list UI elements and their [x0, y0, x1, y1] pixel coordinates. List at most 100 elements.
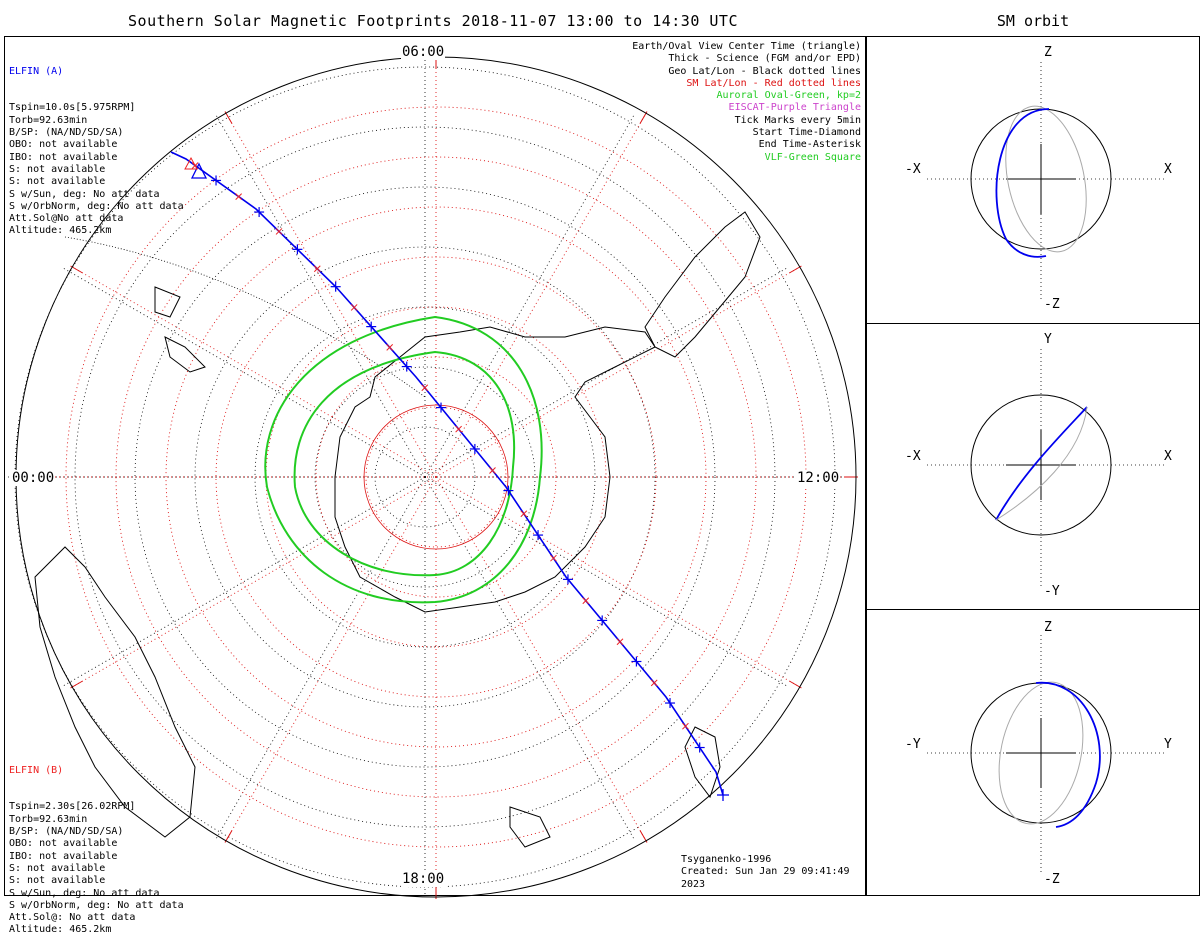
created-timestamp: Created: Sun Jan 29 09:41:49 2023: [681, 866, 850, 890]
orbit-panel-xy: Y -Y -X X: [866, 323, 1200, 610]
earth-circle: [970, 394, 1112, 536]
geo-lon-line: [424, 476, 789, 688]
elfin-a-name: ELFIN (A): [9, 65, 64, 77]
orbit-path-grey: [1005, 105, 1087, 253]
elfin-b-lines: Tspin=2.30s[26.02RPM] Torb=92.63min B/SP: …: [9, 801, 184, 935]
elfin-b-info-line: OBO: not available: [9, 838, 118, 850]
elfin-a-footprint-track: [170, 151, 724, 796]
geo-lon-line: [214, 113, 426, 478]
legend-entry: Tick Marks every 5min: [734, 114, 861, 126]
legend-entry: Start Time-Diamond: [752, 127, 861, 139]
geo-lat-circle: [134, 186, 716, 768]
auroral-oval-outer: [264, 315, 543, 604]
elfin-a-info-line: S: not available: [9, 176, 106, 188]
elfin-a-info-line: S w/Sun, deg: No att data: [9, 188, 160, 200]
orbit-title: SM orbit: [996, 12, 1070, 30]
elfin-a-info-line: Altitude: 465.2km: [9, 225, 112, 237]
elfin-b-tick-mark: [313, 265, 321, 273]
elfin-b-tick-mark: [582, 597, 590, 605]
elfin-a-info: ELFIN (A) Tspin=10.0s[5.975RPM] Torb=92.6…: [9, 41, 184, 237]
model-name: Tsyganenko-1996: [681, 854, 772, 866]
elfin-b-tick-mark: [350, 304, 358, 311]
geo-lat-circle: [74, 126, 776, 828]
clock-label-top: 06:00: [401, 44, 446, 60]
orbit-panel-yz: Z -Z -Y Y: [866, 609, 1200, 896]
legend-entry: End Time-Asterisk: [758, 139, 861, 151]
elfin-b-info-line: IBO: not available: [9, 850, 118, 862]
sm-pole-circle: [363, 404, 509, 550]
elfin-b-tick-mark: [235, 193, 243, 200]
elfin-b-start-triangle: [184, 156, 198, 170]
axis-label-right: X: [1164, 162, 1172, 177]
elfin-b-tick-mark: [386, 344, 394, 351]
orbit-yz-plot: [927, 635, 1167, 872]
island-outline: [154, 286, 181, 318]
island-outline: [164, 336, 206, 373]
elfin-a-info-line: Torb=92.63min: [9, 114, 88, 126]
sm-lon-line: [435, 476, 647, 841]
sm-lat-circle: [365, 406, 507, 548]
elfin-a-info-line: IBO: not available: [9, 151, 118, 163]
elfin-a-info-line: OBO: not available: [9, 139, 118, 151]
legend-entry: VLF-Green Square: [764, 151, 861, 163]
axis-label-right: X: [1164, 449, 1172, 464]
elfin-b-info-line: Torb=92.63min: [9, 813, 88, 825]
sm-lat-circle: [165, 206, 707, 748]
orbit-path-grey: [995, 406, 1088, 521]
orbit-path-elfin-a: [1035, 681, 1101, 828]
orbit-path-elfin-a: [995, 406, 1088, 521]
elfin-b-tick-mark: [275, 228, 283, 235]
legend-entry: EISCAT-Purple Triangle: [728, 102, 861, 114]
legend-entry: Earth/Oval View Center Time (triangle): [632, 41, 861, 52]
axis-label-top: Z: [1044, 620, 1052, 635]
orbit-path-grey: [998, 681, 1084, 825]
elfin-a-info-line: S: not available: [9, 163, 106, 175]
axis-label-top: Y: [1044, 332, 1052, 347]
elfin-b-tick-mark: [616, 638, 624, 646]
footprint-plot-panel: ELFIN (A) Tspin=10.0s[5.975RPM] Torb=92.6…: [4, 36, 866, 936]
terminator-line: [64, 236, 426, 398]
legend-entry: SM Lat/Lon - Red dotted lines: [686, 77, 861, 89]
axis-label-bottom: -Z: [1044, 872, 1060, 887]
clock-label-left: 00:00: [11, 470, 56, 486]
sm-lon-line: [435, 266, 800, 478]
sm-lon-line: [72, 476, 437, 688]
elfin-b-info-line: S: not available: [9, 875, 106, 887]
geo-lat-circle: [314, 366, 536, 588]
legend: Earth/Oval View Center Time (triangle) Th…: [632, 41, 861, 164]
axis-label-left: -X: [905, 162, 921, 177]
elfin-a-info-line: B/SP: (NA/ND/SD/SA): [9, 127, 124, 139]
geo-lat-circle: [194, 246, 656, 708]
elfin-b-info-line: B/SP: (NA/ND/SD/SA): [9, 826, 124, 838]
auroral-oval-inner: [293, 350, 516, 577]
plot-title: Southern Solar Magnetic Footprints 2018-…: [128, 12, 738, 30]
view-center-triangle: [190, 162, 208, 179]
sm-lat-circle: [265, 306, 607, 648]
elfin-b-info-line: Att.Sol@: No att data: [9, 912, 136, 924]
elfin-b-name: ELFIN (B): [9, 764, 64, 776]
axis-label-bottom: -Z: [1044, 297, 1060, 312]
legend-entry: Geo Lat/Lon - Black dotted lines: [668, 65, 861, 77]
axis-label-top: Z: [1044, 45, 1052, 60]
clock-label-right: 12:00: [796, 470, 841, 486]
antarctica-outline: [334, 326, 656, 613]
elfin-b-info-line: S w/OrbNorm, deg: No att data: [9, 899, 184, 911]
elfin-a-info-line: S w/OrbNorm, deg: No att data: [9, 200, 184, 212]
elfin-b-tick-mark: [550, 554, 557, 562]
elfin-b-tick-mark: [489, 467, 496, 474]
elfin-b-info-line: S w/Sun, deg: No att data: [9, 887, 160, 899]
axis-label-left: -Y: [905, 737, 921, 752]
legend-entry: Auroral Oval-Green, kp=2: [716, 90, 862, 102]
elfin-b-info: ELFIN (B) Tspin=2.30s[26.02RPM] Torb=92.6…: [9, 740, 184, 936]
geo-lat-circle: [254, 306, 596, 648]
elfin-a-lines: Tspin=10.0s[5.975RPM] Torb=92.63min B/SP: …: [9, 102, 184, 236]
geo-lon-line: [424, 266, 789, 478]
elfin-b-info-line: S: not available: [9, 862, 106, 874]
polar-footprint-map: [5, 55, 858, 899]
axis-label-bottom: -Y: [1044, 584, 1060, 599]
orbit-xy-plot: [927, 349, 1167, 586]
elfin-a-info-line: Att.Sol@No att data: [9, 213, 124, 225]
orbit-panel-xz: Z -Z -X X: [866, 36, 1200, 324]
elfin-b-tick-mark: [682, 722, 689, 730]
elfin-b-info-line: Tspin=2.30s[26.02RPM]: [9, 801, 136, 813]
